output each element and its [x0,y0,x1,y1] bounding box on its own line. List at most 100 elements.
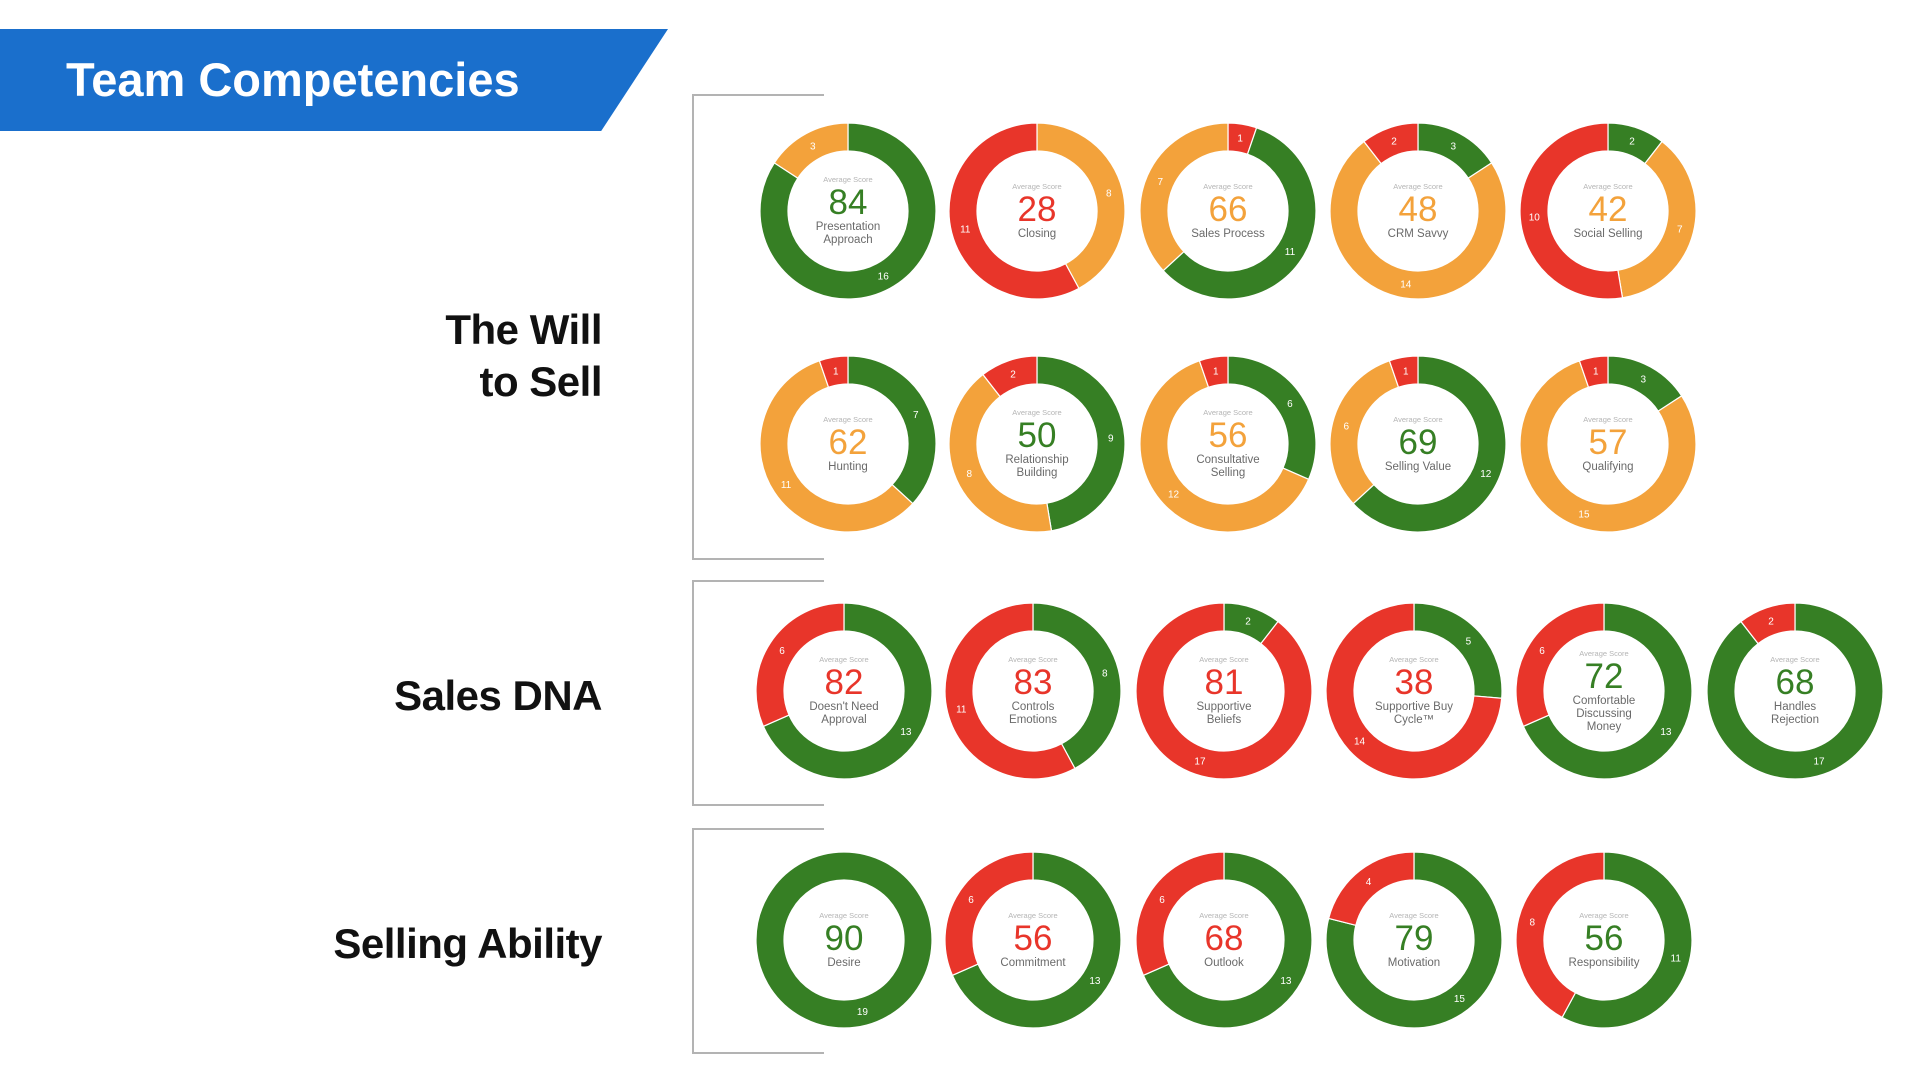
donut-segment-green [1326,852,1502,1028]
average-score-value: 38 [1394,663,1434,702]
segment-count-label: 3 [810,141,816,152]
donut-svg: 17 2 [1707,603,1883,779]
donut-svg: 2 7 10 [1520,123,1696,299]
donut-segment-orange [1140,123,1229,272]
average-score-caption: Average Score [1770,655,1820,664]
competency-name: Controls Emotions [1009,701,1057,726]
donut-segment-red [945,603,1076,779]
donut-center: Average Score 28 Closing [949,123,1125,299]
average-score-value: 81 [1204,663,1244,702]
donut-chart: 19 Average Score 90 Desire [756,852,932,1028]
donut-segment-green [1522,603,1692,779]
competency-name: CRM Savvy [1387,227,1449,240]
segment-count-label: 2 [1010,370,1016,381]
donut-center: Average Score 50 Relationship Building [949,356,1125,532]
donut-svg: 6 12 1 [1140,356,1316,532]
section-label-line: The Will [445,306,602,353]
donut-segment-green [1032,603,1121,770]
segment-count-label: 1 [1213,367,1219,378]
donut-svg: 11 8 [1516,852,1692,1028]
donut-chart: 15 4 Average Score 79 Motivation [1326,852,1502,1028]
segment-count-label: 2 [1391,137,1397,148]
average-score-caption: Average Score [1203,181,1253,191]
competency-name: Closing [1017,227,1057,240]
donut-segment-orange [1036,123,1125,290]
donut-chart: 13 6 Average Score 68 Outlook [1136,852,1312,1028]
segment-count-label: 14 [1400,279,1412,290]
segment-count-label: 7 [1157,177,1163,188]
donut-center: Average Score 56 Commitment [945,852,1121,1028]
donut-segment-green [1142,852,1312,1028]
average-score-caption: Average Score [1012,408,1062,417]
donut-segment-red [945,852,1034,977]
donut-segment-red [1516,852,1605,1019]
average-score-value: 56 [1584,918,1624,958]
donut-svg: 13 6 [1136,852,1312,1028]
competency-name: Handles Rejection [1771,701,1819,726]
donut-segment-green [951,852,1121,1028]
section-bracket-selling-ability [692,828,824,1054]
donut-center: Average Score 42 Social Selling [1520,123,1696,299]
donut-segment-green [756,852,932,1028]
competency-name: Responsibility [1568,956,1640,969]
donut-center: Average Score 90 Desire [756,852,932,1028]
donut-segment-red [1327,852,1415,926]
segment-count-label: 12 [1480,469,1492,480]
segment-count-label: 6 [1159,895,1165,906]
segment-count-label: 11 [1671,954,1682,965]
average-score-value: 90 [824,918,864,958]
donut-chart: 6 12 1 Average Score 56 Consultative Selling [1140,356,1316,532]
segment-count-label: 5 [1466,636,1472,647]
donut-chart: 9 8 2 Average Score 50 Relationship Building [949,356,1125,532]
donut-center: Average Score 83 Controls Emotions [945,603,1121,779]
donut-segment-red [1516,603,1605,728]
segment-count-label: 4 [1366,877,1372,888]
average-score-caption: Average Score [1579,648,1629,658]
segment-count-label: 11 [781,480,792,491]
segment-count-label: 11 [1285,247,1296,258]
competency-name: Qualifying [1582,460,1634,473]
section-label-line: to Sell [479,358,602,405]
donut-chart: 13 6 Average Score 56 Commitment [945,852,1121,1028]
competency-name: Commitment [1000,956,1066,969]
donut-segment-green [762,603,932,779]
segment-count-label: 6 [779,646,785,657]
section-label-will-to-sell: The Will to Sell [445,304,602,408]
donut-svg: 12 6 1 [1330,356,1506,532]
segment-count-label: 11 [956,705,967,716]
donut-svg: 8 11 [949,123,1125,299]
donut-svg: 15 4 [1326,852,1502,1028]
competency-name: Motivation [1387,956,1441,969]
average-score-caption: Average Score [1008,910,1058,920]
donut-chart: 11 8 Average Score 56 Responsibility [1516,852,1692,1028]
average-score-caption: Average Score [1389,910,1439,920]
segment-count-label: 13 [1280,976,1292,987]
section-label-line: Selling Ability [333,920,602,967]
average-score-caption: Average Score [1393,181,1443,191]
donut-segment-green [847,356,936,505]
average-score-caption: Average Score [1199,655,1249,664]
segment-count-label: 1 [1593,367,1599,378]
section-bracket-will-to-sell [692,94,824,560]
average-score-caption: Average Score [1012,181,1062,191]
average-score-caption: Average Score [1583,181,1633,191]
segment-count-label: 17 [1194,756,1206,767]
average-score-value: 84 [828,183,868,222]
donut-center: Average Score 57 Qualifying [1520,356,1696,532]
average-score-caption: Average Score [1199,910,1249,920]
segment-count-label: 8 [966,469,972,480]
donut-segment-red [1326,603,1502,779]
donut-chart: 8 11 Average Score 28 Closing [949,123,1125,299]
segment-count-label: 7 [913,410,919,421]
donut-chart: 1 11 7 Average Score 66 Sales Process [1140,123,1316,299]
donut-chart: 3 14 2 Average Score 48 CRM Savvy [1330,123,1506,299]
donut-segment-green [1036,356,1125,532]
donut-segment-orange [949,373,1053,532]
average-score-caption: Average Score [1389,655,1439,664]
segment-count-label: 1 [1237,134,1243,145]
segment-count-label: 19 [857,1007,869,1018]
segment-count-label: 3 [1450,141,1456,152]
competency-name: Doesn't Need Approval [809,701,879,726]
donut-segment-orange [1330,140,1506,299]
average-score-caption: Average Score [1008,655,1058,664]
